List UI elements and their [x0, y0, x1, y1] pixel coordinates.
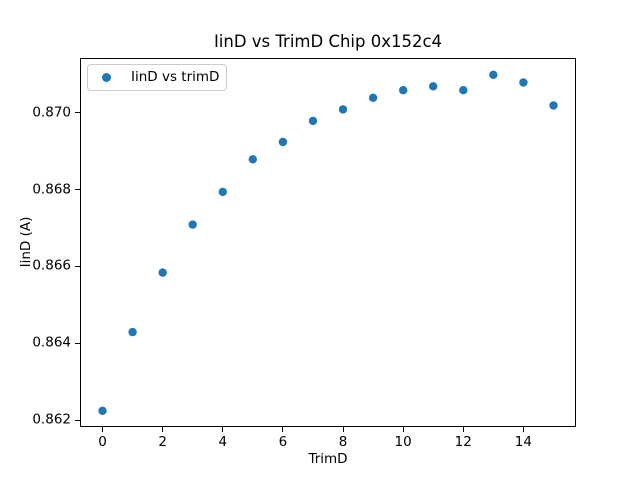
data-point [188, 219, 197, 229]
legend-marker-icon [102, 72, 111, 82]
x-tick-label: 0 [98, 434, 107, 451]
data-point [399, 85, 408, 94]
data-point [218, 187, 227, 196]
x-tick-mark [222, 427, 224, 433]
data-point [158, 267, 167, 277]
x-tick-mark [342, 427, 344, 433]
x-tick-mark [282, 427, 284, 433]
x-tick-mark [462, 427, 464, 433]
y-tick-mark [75, 342, 80, 344]
y-tick-label: 0.870 [32, 104, 71, 121]
x-tick-mark [162, 427, 164, 433]
y-tick-label: 0.868 [32, 181, 71, 198]
legend-label: IinD vs trimD [131, 68, 220, 85]
x-axis-label: TrimD [308, 451, 348, 467]
scatter-series [98, 70, 558, 415]
data-point [459, 85, 468, 94]
legend: IinD vs trimD [87, 63, 228, 91]
data-point [278, 137, 288, 146]
y-tick-mark [75, 189, 80, 191]
x-tick-label: 4 [218, 434, 228, 451]
x-tick-label: 6 [278, 434, 288, 451]
y-tick-label: 0.862 [32, 411, 71, 428]
data-point [308, 116, 318, 125]
data-point [429, 81, 438, 91]
x-tick-mark [102, 427, 104, 433]
x-tick-label: 8 [338, 434, 348, 451]
x-tick-label: 2 [158, 434, 167, 451]
data-point [519, 77, 528, 87]
x-tick-label: 10 [394, 434, 412, 451]
x-tick-label: 12 [454, 434, 472, 451]
data-point [489, 70, 498, 79]
data-point [549, 100, 558, 110]
data-point [98, 406, 107, 415]
y-tick-label: 0.866 [32, 257, 71, 274]
data-point [128, 327, 137, 336]
y-tick-mark [75, 265, 80, 267]
data-point [338, 104, 348, 114]
y-tick-mark [75, 112, 80, 114]
x-tick-mark [522, 427, 524, 433]
y-tick-label: 0.864 [32, 334, 71, 351]
plot-area: IinD vs trimD [80, 57, 576, 428]
chart-title: IinD vs TrimD Chip 0x152c4 [213, 32, 443, 51]
x-tick-mark [402, 427, 404, 433]
data-point [368, 93, 378, 102]
y-tick-mark [75, 419, 80, 421]
data-point [248, 154, 257, 164]
x-tick-label: 14 [514, 434, 532, 451]
